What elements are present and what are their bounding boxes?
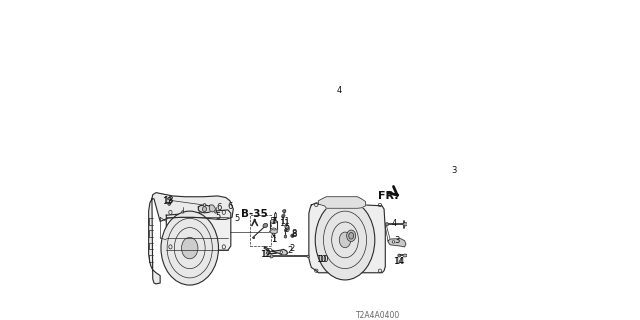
Text: 1: 1 (271, 235, 276, 244)
Text: 8: 8 (291, 230, 296, 239)
Ellipse shape (253, 237, 255, 239)
Text: 4: 4 (392, 219, 397, 228)
Ellipse shape (398, 254, 401, 257)
Ellipse shape (339, 232, 351, 248)
Polygon shape (282, 215, 285, 218)
Text: 1: 1 (271, 235, 276, 244)
Text: 7: 7 (271, 217, 277, 226)
Polygon shape (152, 193, 233, 221)
Text: 11: 11 (281, 217, 290, 226)
Ellipse shape (263, 223, 268, 228)
Ellipse shape (283, 210, 286, 212)
Ellipse shape (270, 219, 277, 223)
Ellipse shape (204, 204, 205, 206)
Text: 2: 2 (287, 246, 292, 255)
Text: 11: 11 (279, 219, 289, 228)
Ellipse shape (266, 252, 269, 254)
Ellipse shape (161, 211, 218, 285)
Ellipse shape (316, 200, 375, 280)
Ellipse shape (269, 249, 272, 252)
Text: 3: 3 (451, 165, 456, 174)
Text: ^: ^ (271, 236, 276, 242)
Ellipse shape (182, 211, 184, 213)
Text: 10: 10 (316, 255, 327, 264)
Polygon shape (264, 247, 287, 255)
Text: 6: 6 (227, 202, 233, 211)
Text: 5: 5 (235, 214, 240, 223)
Ellipse shape (392, 241, 395, 243)
Ellipse shape (307, 255, 309, 258)
Text: 13: 13 (163, 196, 173, 205)
Text: 9: 9 (284, 224, 289, 233)
Ellipse shape (349, 233, 354, 239)
Ellipse shape (403, 223, 408, 226)
Ellipse shape (270, 255, 273, 258)
Bar (273, 213, 276, 217)
Text: 6: 6 (216, 203, 221, 212)
Text: 3: 3 (394, 236, 399, 245)
Ellipse shape (284, 235, 287, 238)
Polygon shape (148, 199, 160, 284)
Ellipse shape (202, 207, 207, 212)
Text: 12: 12 (261, 250, 271, 259)
Ellipse shape (168, 202, 171, 205)
Ellipse shape (168, 198, 171, 200)
Ellipse shape (347, 230, 356, 242)
Text: 9: 9 (284, 225, 289, 234)
Ellipse shape (280, 251, 283, 253)
Ellipse shape (291, 234, 294, 237)
Text: 4: 4 (337, 86, 342, 95)
Polygon shape (209, 205, 216, 212)
Polygon shape (198, 205, 211, 213)
Text: 12: 12 (260, 250, 271, 259)
Polygon shape (318, 197, 365, 208)
Text: 8: 8 (291, 229, 296, 238)
Ellipse shape (274, 218, 276, 220)
Text: 2: 2 (289, 244, 294, 252)
Polygon shape (166, 210, 231, 250)
Ellipse shape (182, 237, 198, 259)
Polygon shape (309, 203, 385, 273)
Polygon shape (270, 230, 277, 234)
Text: T2A4A0400: T2A4A0400 (356, 311, 400, 320)
Ellipse shape (385, 223, 388, 226)
Text: 13: 13 (162, 197, 173, 206)
Ellipse shape (200, 211, 202, 213)
Ellipse shape (403, 254, 407, 257)
Text: 14: 14 (394, 257, 404, 266)
Ellipse shape (214, 211, 216, 213)
Text: 10: 10 (319, 255, 329, 264)
Text: B-35: B-35 (241, 209, 268, 219)
Ellipse shape (270, 228, 277, 233)
Text: FR.: FR. (378, 191, 399, 201)
Text: 5: 5 (216, 212, 221, 221)
Text: 7: 7 (271, 217, 276, 226)
Ellipse shape (284, 229, 287, 232)
Ellipse shape (272, 233, 275, 235)
Ellipse shape (292, 235, 293, 236)
Polygon shape (388, 239, 406, 247)
Text: 14: 14 (393, 257, 404, 266)
